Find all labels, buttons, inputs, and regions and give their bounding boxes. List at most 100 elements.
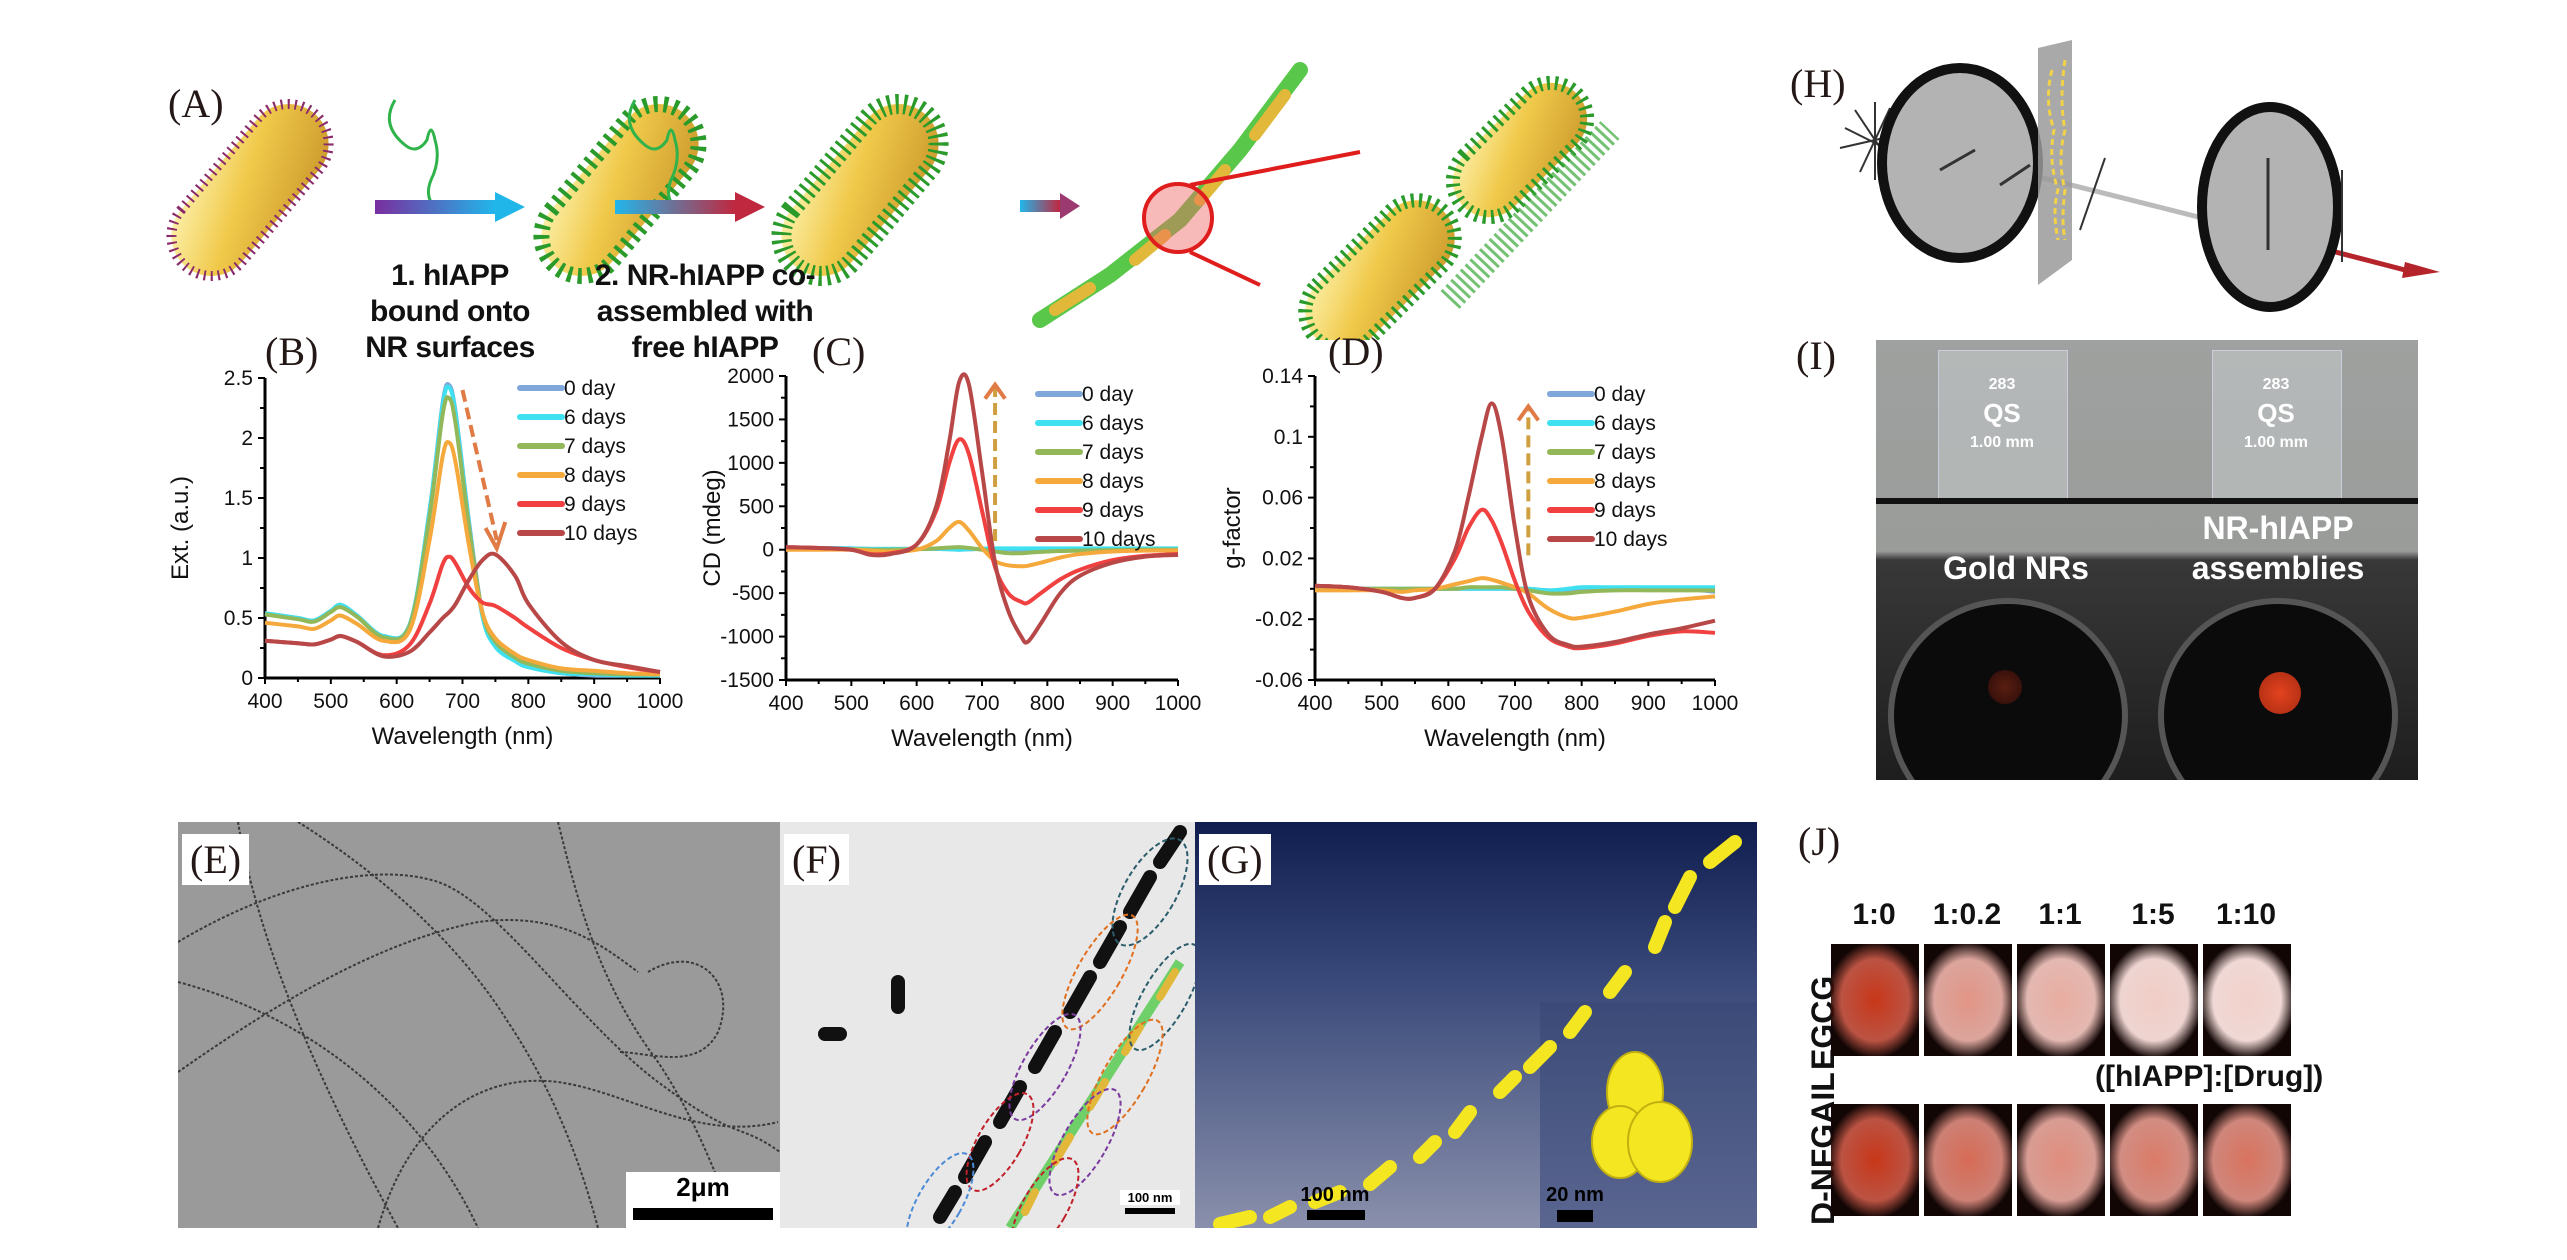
legend-label: 7 days <box>1594 441 1656 464</box>
transmitted-light-spot-weak <box>1988 670 2022 704</box>
x-tick-label: 1000 <box>1155 692 1202 715</box>
caption-nr-hiapp: NR-hIAPP assemblies <box>2158 508 2398 588</box>
cuvette-left <box>1938 350 2068 502</box>
nanorod-chain-overlay <box>818 825 1195 1228</box>
x-tick-label: 500 <box>1364 692 1399 715</box>
x-tick-label: 800 <box>511 690 546 713</box>
cuvette-right-path: 1.00 mm <box>2243 434 2309 451</box>
panel-b-label: (B) <box>265 329 319 374</box>
legend-label: 9 days <box>1082 499 1144 522</box>
legend-label: 7 days <box>1082 441 1144 464</box>
panel-f-scale-bar <box>1125 1208 1175 1214</box>
zoom-circle-icon <box>1142 182 1214 254</box>
fluorescence-image-cell <box>2110 944 2198 1056</box>
coassembled-nanorod-icon <box>771 94 949 286</box>
sample-slide-icon <box>2038 40 2072 285</box>
y-tick-label: -1000 <box>720 626 774 649</box>
panel-g-scale-text: 100 nm <box>1300 1184 1370 1206</box>
legend-label: 10 days <box>1082 528 1156 551</box>
y-tick-label: 0.02 <box>1262 547 1303 570</box>
transmitted-light-spot-strong <box>2259 672 2301 714</box>
ratio-column-label: 1:10 <box>2215 898 2277 931</box>
x-tick-label: 900 <box>577 690 612 713</box>
ratio-column-label: 1:0 <box>1852 898 1896 931</box>
y-tick-label: 0 <box>241 667 253 690</box>
y-tick-label: 2.5 <box>224 367 253 390</box>
series-line-10-days <box>1314 401 1716 649</box>
legend-label: 8 days <box>1594 470 1656 493</box>
series-line-7-days <box>264 395 661 677</box>
y-tick-label: 0.14 <box>1262 365 1303 388</box>
panel-e-label: (E) <box>182 834 250 885</box>
legend-label: 8 days <box>564 464 626 487</box>
step1-line1: 1. hIAPP <box>391 259 509 292</box>
panel-a-label: (A) <box>168 81 224 126</box>
light-direction-arrow-icon <box>2402 262 2440 278</box>
cuvette-left-brand: QS <box>1983 398 2021 428</box>
y-tick-label: 1.5 <box>224 487 253 510</box>
legend-label: 9 days <box>1594 499 1656 522</box>
x-tick-label: 800 <box>1030 692 1065 715</box>
panel-j-label: (J) <box>1798 819 1841 864</box>
x-tick-label: 800 <box>1564 692 1599 715</box>
y-tick-label: 2000 <box>727 365 774 388</box>
y-tick-label: -1500 <box>720 669 774 692</box>
y-tick-label: 1500 <box>727 408 774 431</box>
chart-d-gfactor: 400 500 600 700 800 900 1000 -0.06 -0.02 0.02 0.06… <box>1220 365 1739 752</box>
series-line-10-days <box>785 372 1179 645</box>
series-line-10-days <box>264 551 661 674</box>
y-axis-label: g-factor <box>1220 487 1246 568</box>
trend-arrow-icon <box>983 381 1007 542</box>
y-tick-label: 1 <box>241 547 253 570</box>
series-line-8-days <box>264 440 661 677</box>
fibril-network-icon <box>178 822 780 1228</box>
x-tick-label: 700 <box>964 692 999 715</box>
panel-f-scale-text: 100 nm <box>1120 1190 1180 1205</box>
ratio-column-label: 1:5 <box>2131 898 2175 931</box>
fluorescence-image-cell <box>2017 944 2105 1056</box>
x-tick-label: 900 <box>1631 692 1666 715</box>
caption-nr-hiapp-line2: assemblies <box>2191 550 2365 586</box>
step1-line3: NR surfaces <box>365 331 535 364</box>
cuvette-left-number: 283 <box>1988 376 2016 393</box>
caption-gold-nrs: Gold NRs <box>1943 550 2089 586</box>
x-tick-label: 600 <box>379 690 414 713</box>
series-line-8-days <box>786 519 1179 569</box>
caption-nr-hiapp-line1: NR-hIAPP <box>2202 510 2354 546</box>
analyzer-icon <box>2197 102 2343 312</box>
trend-arrow-icon <box>460 389 508 554</box>
nanorod-chains-on-slide-icon <box>2047 59 2067 241</box>
legend-label: 10 days <box>1594 528 1668 551</box>
x-tick-label: 1000 <box>1692 692 1739 715</box>
x-tick-label: 600 <box>899 692 934 715</box>
fluorescence-image-cell <box>1831 944 1919 1056</box>
y-axis-label: Ext. (a.u.) <box>167 476 194 580</box>
x-tick-label: 500 <box>313 690 348 713</box>
free-hiapp-peptide-icon <box>387 99 439 206</box>
y-tick-label: -0.06 <box>1255 669 1303 692</box>
zoomed-assembly-icon <box>1298 75 1620 340</box>
panel-e-scale-text: 2μm <box>676 1172 730 1202</box>
fluorescence-image-cell <box>2110 1104 2198 1216</box>
trend-arrow-icon <box>1516 402 1540 556</box>
legend-label: 6 days <box>1594 412 1656 435</box>
cuvette-right <box>2212 350 2342 502</box>
x-tick-label: 1000 <box>637 690 684 713</box>
legend-label: 6 days <box>1082 412 1144 435</box>
step1-line2: bound onto <box>370 295 530 328</box>
legend-label: 0 day <box>1594 383 1646 406</box>
panel-h-polarizer-setup <box>1839 40 2440 312</box>
polarizer-icon <box>1877 63 2043 263</box>
legend-label: 7 days <box>564 435 626 458</box>
panel-g-scale-bar <box>1307 1210 1365 1220</box>
y-tick-label: 1000 <box>727 452 774 475</box>
ratio-column-label: 1:0.2 <box>1932 898 2002 931</box>
x-tick-label: 600 <box>1431 692 1466 715</box>
panel-i-photo: 283 QS 1.00 mm 283 QS 1.00 mm Gold NRs N… <box>1876 340 2418 780</box>
step2-line1: 2. NR-hIAPP co- <box>594 259 816 292</box>
panel-e-tem-image: (E) 2μm <box>178 822 780 1228</box>
step2-line2: assembled with <box>596 295 814 328</box>
stage-edge <box>1876 498 2418 504</box>
cuvette-left-path: 1.00 mm <box>1969 434 2035 451</box>
step3-arrow-icon <box>1020 193 1080 219</box>
